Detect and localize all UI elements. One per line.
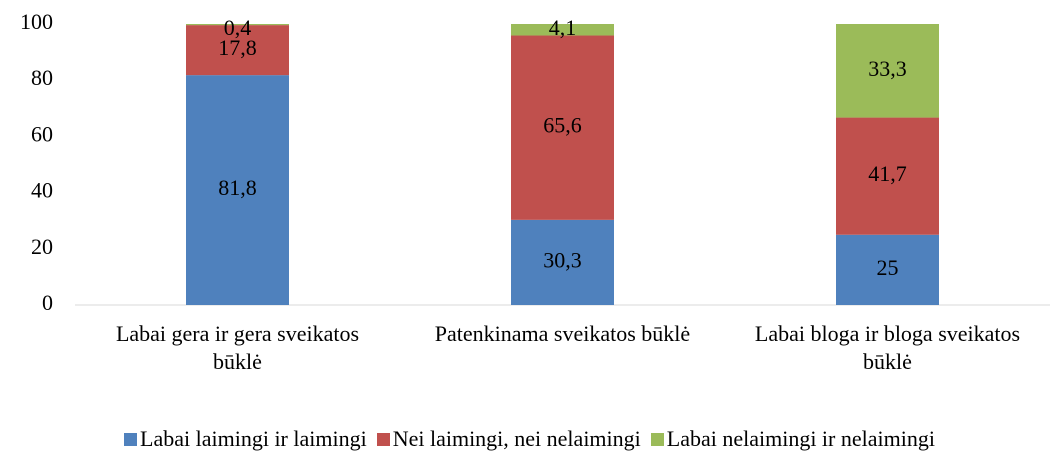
bar-segment bbox=[186, 25, 289, 76]
legend-item: Labai laimingi ir laimingi bbox=[124, 426, 367, 452]
y-tick-label: 80 bbox=[31, 65, 53, 90]
data-label: 17,8 bbox=[218, 35, 257, 60]
bar-segment bbox=[836, 117, 939, 235]
legend: Labai laimingi ir laimingi Nei laimingi, … bbox=[0, 426, 1059, 452]
legend-item: Labai nelaimingi ir nelaimingi bbox=[650, 426, 935, 452]
data-label: 33,3 bbox=[868, 56, 907, 81]
y-tick-label: 0 bbox=[42, 290, 53, 315]
y-tick-label: 100 bbox=[20, 9, 53, 34]
legend-label: Labai nelaimingi ir nelaimingi bbox=[666, 426, 935, 451]
data-label: 81,8 bbox=[218, 175, 257, 200]
legend-label: Nei laimingi, nei nelaimingi bbox=[392, 426, 641, 451]
data-label: 4,1 bbox=[549, 15, 577, 40]
data-label: 65,6 bbox=[543, 113, 582, 138]
x-tick-label: Patenkinama sveikatos būklė bbox=[434, 321, 691, 346]
bar-segment bbox=[186, 24, 289, 26]
bar-segment bbox=[836, 234, 939, 305]
x-tick-label: Labai gera ir gera sveikatos būklė bbox=[115, 321, 360, 374]
bar-segment bbox=[511, 35, 614, 220]
x-tick-label: Labai bloga ir bloga sveikatos būklė bbox=[754, 321, 1021, 374]
legend-label: Labai laimingi ir laimingi bbox=[140, 426, 367, 451]
bar-segment bbox=[836, 24, 939, 118]
data-label: 30,3 bbox=[543, 247, 582, 272]
y-tick-label: 40 bbox=[31, 178, 53, 203]
bar-segment bbox=[511, 24, 614, 36]
legend-swatch bbox=[124, 432, 138, 446]
y-tick-label: 60 bbox=[31, 121, 53, 146]
bar-segment bbox=[186, 75, 289, 305]
legend-item: Nei laimingi, nei nelaimingi bbox=[376, 426, 641, 452]
legend-swatch bbox=[376, 432, 390, 446]
legend-swatch bbox=[650, 432, 664, 446]
data-label: 25 bbox=[877, 255, 899, 280]
data-label: 0,4 bbox=[224, 15, 252, 40]
y-tick-label: 20 bbox=[31, 234, 53, 259]
bar-segment bbox=[511, 219, 614, 305]
data-label: 41,7 bbox=[868, 161, 907, 186]
